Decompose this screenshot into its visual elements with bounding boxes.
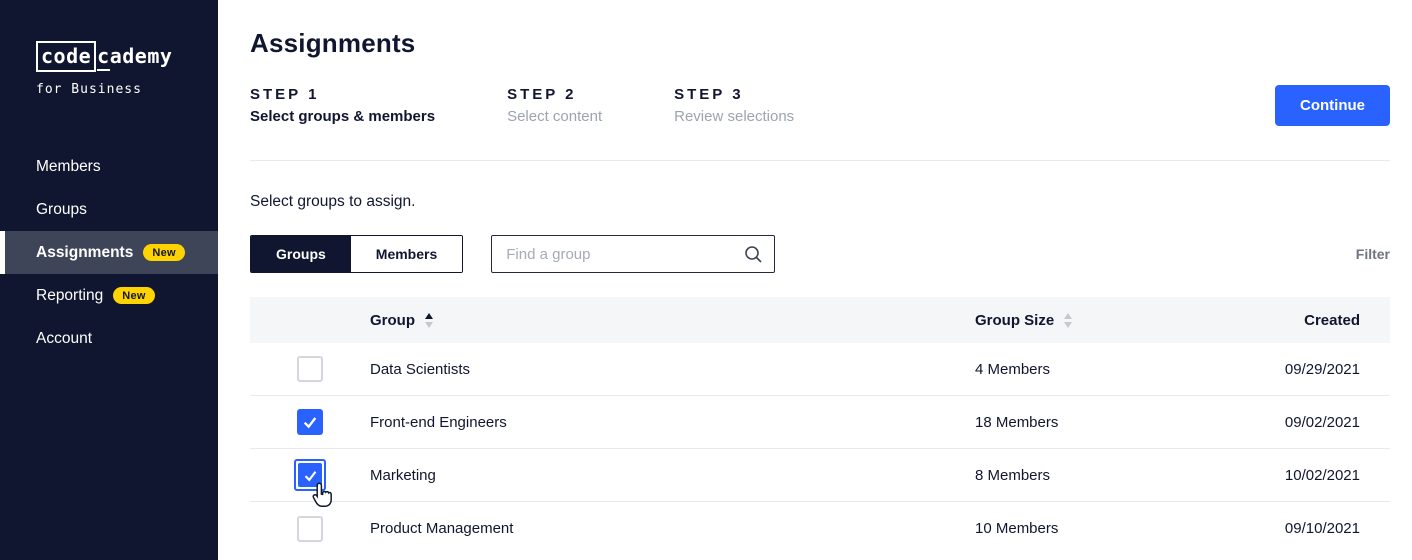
- table-header-row: Group Group Size Created: [250, 297, 1390, 343]
- new-badge: New: [113, 287, 155, 304]
- list-controls: Groups Members Filter: [250, 235, 1390, 273]
- step-number: STEP 2: [507, 86, 577, 103]
- group-size: 10 Members: [975, 520, 1059, 537]
- step-label: Select content: [507, 108, 603, 125]
- search-input[interactable]: [491, 235, 776, 273]
- sidebar-nav: Members Groups Assignments New Reporting…: [0, 145, 218, 360]
- group-name: Front-end Engineers: [370, 413, 507, 431]
- instruction-text: Select groups to assign.: [250, 193, 416, 210]
- filter-button[interactable]: Filter: [1355, 246, 1390, 262]
- sidebar-item-label: Members: [36, 157, 101, 175]
- sidebar-item-label: Reporting: [36, 286, 104, 304]
- codecademy-logo[interactable]: code cademy for Business: [0, 41, 218, 97]
- created-date: 09/10/2021: [1284, 520, 1360, 537]
- main-content: Assignments STEP 1 Select groups & membe…: [218, 0, 1412, 560]
- sidebar: code cademy for Business Members Groups A…: [0, 0, 218, 560]
- group-size: 18 Members: [975, 413, 1059, 431]
- page-title: Assignments: [250, 28, 416, 58]
- logo-subtitle: for Business: [36, 82, 142, 97]
- active-indicator-bar: [0, 231, 5, 274]
- row-checkbox-checked[interactable]: [298, 463, 322, 487]
- header-group-size: Group Size: [975, 312, 1210, 329]
- sort-control-group-size[interactable]: [1064, 312, 1073, 328]
- header-group: Group: [370, 312, 975, 329]
- group-size: 8 Members: [975, 466, 1051, 484]
- group-search: [491, 235, 776, 273]
- row-checkbox-unchecked[interactable]: [297, 356, 323, 382]
- created-date: 09/02/2021: [1284, 413, 1360, 431]
- sidebar-item-label: Account: [36, 329, 93, 347]
- step-number: STEP 3: [674, 86, 744, 103]
- groups-table: Group Group Size Created Data Scientists…: [250, 297, 1390, 555]
- logo-wordmark: code cademy: [36, 41, 218, 72]
- sort-control-group[interactable]: [425, 312, 433, 328]
- wizard-steps: STEP 1 Select groups & members STEP 2 Se…: [250, 85, 1390, 126]
- step-2: STEP 2 Select content: [507, 86, 602, 125]
- step-number: STEP 1: [250, 86, 320, 103]
- tab-groups[interactable]: Groups: [251, 236, 351, 272]
- section-divider: [250, 160, 1390, 161]
- step-label: Review selections: [674, 108, 795, 125]
- sidebar-item-groups[interactable]: Groups: [0, 188, 218, 231]
- sidebar-item-label: Assignments: [36, 243, 134, 261]
- step-label: Select groups & members: [250, 108, 436, 125]
- created-date: 10/02/2021: [1284, 466, 1360, 484]
- logo-code-box: code: [36, 41, 97, 72]
- sidebar-item-account[interactable]: Account: [0, 317, 218, 360]
- tab-members[interactable]: Members: [350, 236, 463, 272]
- groups-members-toggle: Groups Members: [250, 235, 464, 273]
- sidebar-item-members[interactable]: Members: [0, 145, 218, 188]
- row-checkbox-focus-ring[interactable]: [294, 459, 326, 491]
- table-row: Product Management 10 Members 09/10/2021: [250, 502, 1390, 555]
- header-created: Created: [1304, 311, 1360, 329]
- group-name: Data Scientists: [370, 360, 471, 378]
- checkbox-cell: [250, 356, 370, 382]
- sidebar-item-reporting[interactable]: Reporting New: [0, 274, 218, 317]
- checkbox-cell: [250, 409, 370, 435]
- check-icon: [303, 417, 317, 429]
- check-icon: [304, 470, 316, 482]
- checkbox-cell: [250, 459, 370, 508]
- continue-button[interactable]: Continue: [1275, 85, 1390, 126]
- sidebar-item-label: Groups: [36, 200, 87, 218]
- row-checkbox-unchecked[interactable]: [297, 515, 323, 542]
- checkbox-cell: [250, 515, 370, 542]
- step-1: STEP 1 Select groups & members: [250, 86, 435, 125]
- row-checkbox-checked[interactable]: [297, 409, 323, 435]
- created-date: 09/29/2021: [1284, 360, 1360, 378]
- new-badge: New: [143, 244, 185, 261]
- table-row: Data Scientists 4 Members 09/29/2021: [250, 343, 1390, 396]
- sidebar-item-assignments[interactable]: Assignments New: [0, 231, 218, 274]
- table-row: Front-end Engineers 18 Members 09/02/202…: [250, 396, 1390, 449]
- group-size: 4 Members: [975, 360, 1051, 378]
- search-icon: [744, 245, 763, 269]
- table-row: Marketing 8 Members 10/02/2021: [250, 449, 1390, 508]
- group-name: Marketing: [370, 466, 436, 484]
- step-3: STEP 3 Review selections: [674, 86, 794, 125]
- group-name: Product Management: [370, 520, 514, 537]
